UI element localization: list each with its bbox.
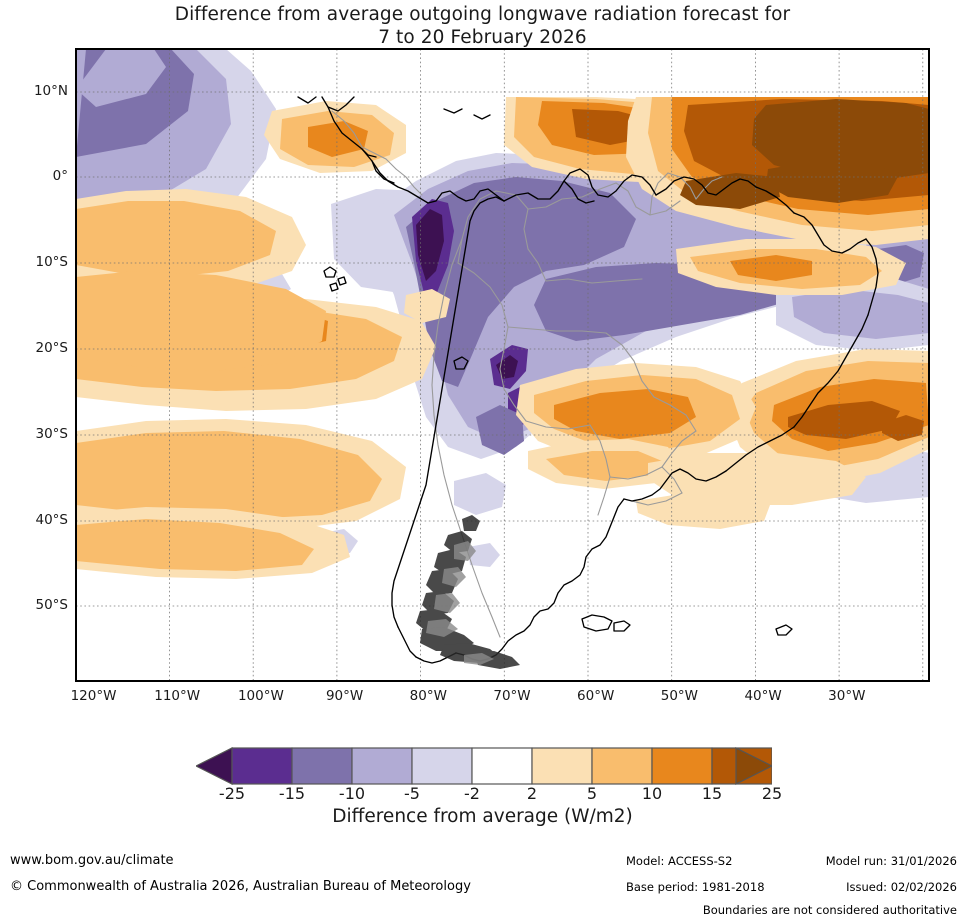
colorbar-legend: -25 -15 -10 -5 -2 2 5 10 15 25 Differenc… <box>0 746 965 846</box>
title-line-2: 7 to 20 February 2026 <box>378 27 587 48</box>
title-line-1: Difference from average outgoing longwav… <box>174 4 791 25</box>
copyright-text: © Commonwealth of Australia 2026, Austra… <box>10 879 471 894</box>
x-tick-30w: 30°W <box>828 688 866 704</box>
cbar-arrow-high <box>735 747 772 785</box>
x-tick-100w: 100°W <box>237 688 284 704</box>
y-tick-40s: 40°S <box>35 512 69 528</box>
map-canvas <box>76 49 929 681</box>
cbar-tick-15: 15 <box>701 784 723 803</box>
y-tick-10n: 10°N <box>33 83 68 99</box>
footer: www.bom.gov.au/climate © Commonwealth of… <box>0 845 965 919</box>
cbar-tick--25: -25 <box>218 784 246 803</box>
olr-anomaly-map <box>76 49 929 681</box>
x-tick-80w: 80°W <box>409 688 447 704</box>
cbar-band--5--2 <box>411 747 473 785</box>
cbar-tick-25: 25 <box>761 784 783 803</box>
boundaries-disclaimer: Boundaries are not considered authoritat… <box>702 903 957 917</box>
x-tick-40w: 40°W <box>744 688 782 704</box>
cbar-band-5-10 <box>591 747 653 785</box>
cbar-tick--5: -5 <box>404 784 420 803</box>
colorbar-swatches[interactable] <box>196 746 772 786</box>
y-tick-20s: 20°S <box>35 340 69 356</box>
cbar-band-2-5 <box>531 747 593 785</box>
colorbar-svg <box>196 747 772 785</box>
latitude-axis: 10°N 0° 10°S 20°S 30°S 40°S 50°S <box>0 48 68 680</box>
x-tick-70w: 70°W <box>493 688 531 704</box>
cbar-tick--10: -10 <box>338 784 366 803</box>
cbar-band--10--5 <box>351 747 413 785</box>
x-tick-90w: 90°W <box>325 688 364 704</box>
cbar-band-10-15 <box>651 747 713 785</box>
cbar-tick--2: -2 <box>464 784 480 803</box>
cbar-tick--15: -15 <box>278 784 306 803</box>
cbar-band--15--10 <box>291 747 353 785</box>
y-tick-10s: 10°S <box>35 254 69 270</box>
map-plot-area[interactable] <box>75 48 930 682</box>
x-tick-120w: 120°W <box>70 688 117 704</box>
model-run-label: Model run: 31/01/2026 <box>825 854 957 868</box>
bom-website-link[interactable]: www.bom.gov.au/climate <box>10 853 174 868</box>
cbar-tick-2: 2 <box>526 784 538 803</box>
cbar-tick-5: 5 <box>586 784 598 803</box>
x-tick-50w: 50°W <box>660 688 699 704</box>
cbar-band--25--15 <box>231 747 293 785</box>
x-tick-60w: 60°W <box>577 688 615 704</box>
base-period-label: Base period: 1981-2018 <box>626 880 765 894</box>
longitude-axis: 120°W 110°W 100°W 90°W 80°W 70°W 60°W 50… <box>71 688 928 708</box>
y-tick-0: 0° <box>52 168 68 184</box>
issued-label: Issued: 02/02/2026 <box>846 880 957 894</box>
model-label: Model: ACCESS-S2 <box>626 854 733 868</box>
x-tick-110w: 110°W <box>154 688 201 704</box>
cbar-tick-10: 10 <box>641 784 663 803</box>
page-title: Difference from average outgoing longwav… <box>0 3 965 49</box>
cbar-band--2-2 <box>471 747 533 785</box>
colorbar-title: Difference from average (W/m2) <box>332 806 633 827</box>
y-tick-50s: 50°S <box>35 597 69 613</box>
cbar-arrow-low <box>196 747 233 785</box>
y-tick-30s: 30°S <box>35 426 69 442</box>
